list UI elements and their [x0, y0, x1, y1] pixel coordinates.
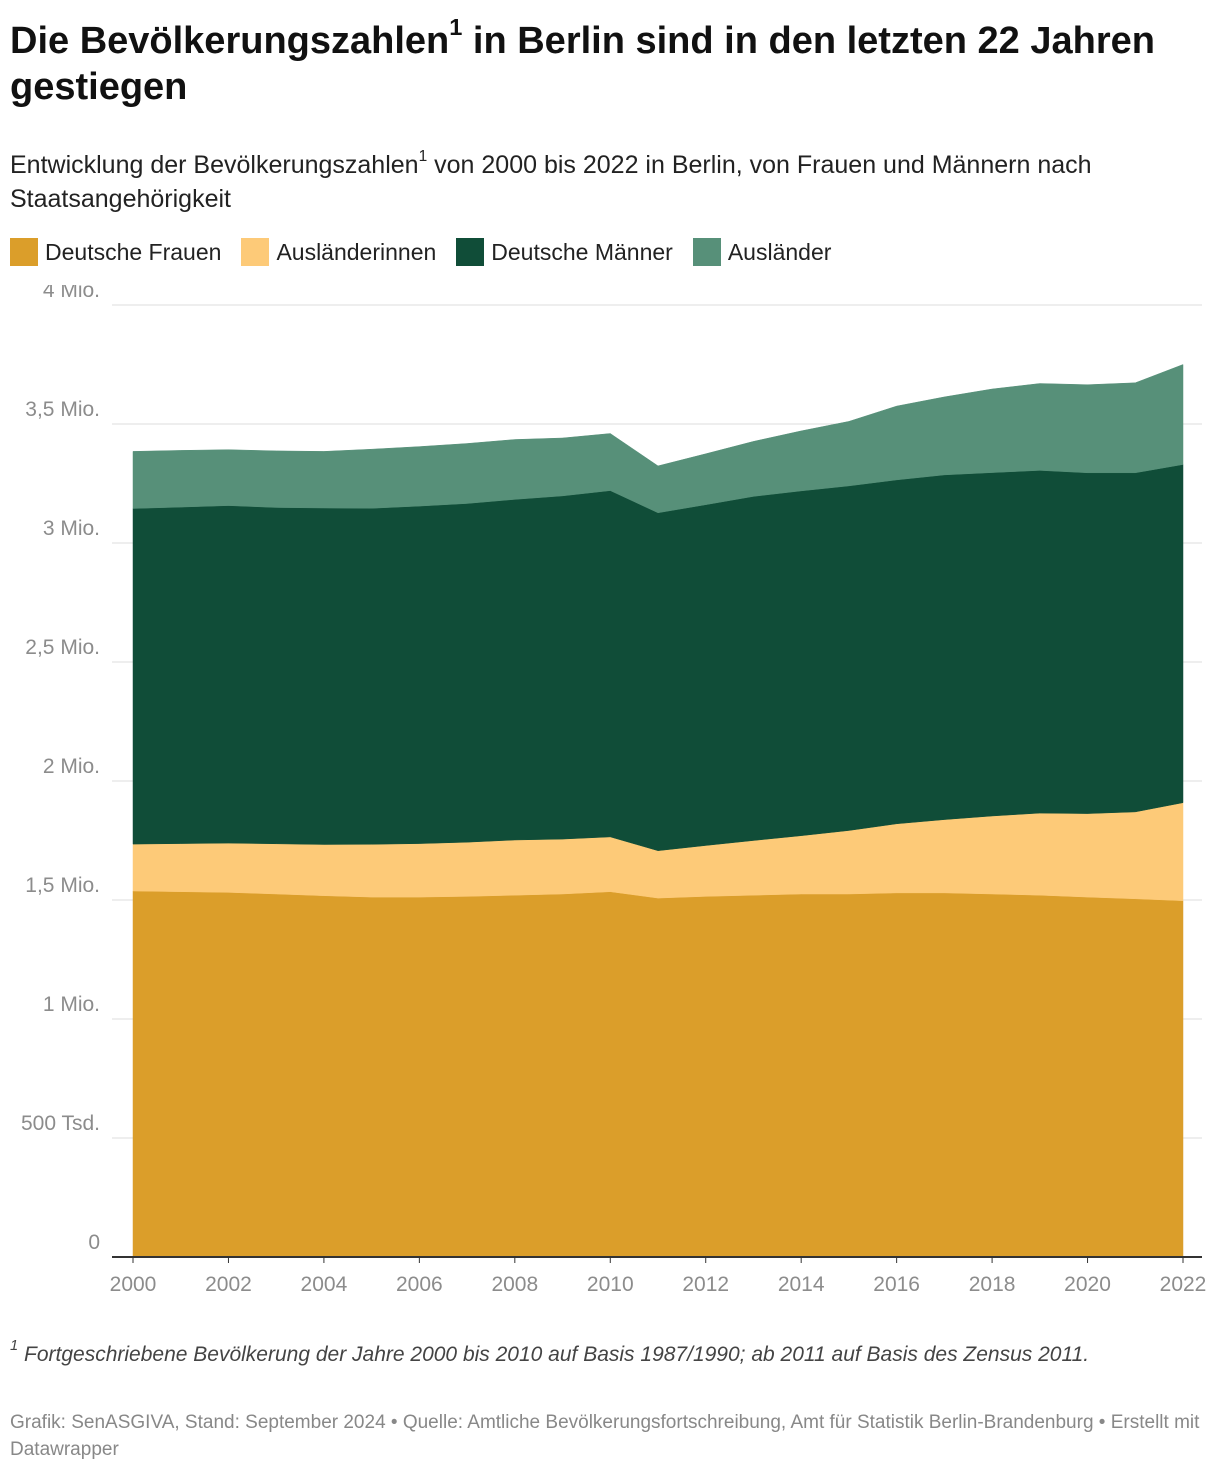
legend-label-deutsche-maenner: Deutsche Männer [491, 238, 673, 265]
x-tick-label: 2020 [1064, 1273, 1111, 1296]
subtitle-text-rest: von 2000 bis 2022 in Berlin, von Frauen … [10, 151, 1092, 213]
y-tick-label: 2,5 Mio. [25, 636, 100, 659]
legend-item-auslaender: Ausländer [692, 238, 832, 266]
x-tick-label: 2002 [205, 1273, 252, 1296]
y-tick-label: 2 Mio. [43, 755, 100, 778]
legend-swatch-auslaenderinnen [241, 238, 270, 266]
chart-title: Die Bevölkerungszahlen1 in Berlin sind i… [10, 16, 1200, 110]
legend-item-deutsche-maenner: Deutsche Männer [456, 238, 673, 266]
legend-swatch-auslaender [692, 238, 721, 266]
title-text: Die Bevölkerungszahlen [10, 20, 450, 62]
area-deutsche-frauen [132, 890, 1184, 1258]
x-tick-label: 2000 [110, 1273, 157, 1296]
y-tick-label: 0 [88, 1231, 100, 1254]
stacked-area-chart: 0 500 Tsd. 1 Mio. 1,5 Mio. 2 Mio. 2,5 Mio. 3 M… [21, 285, 1206, 1296]
axes: 0 500 Tsd. 1 Mio. 1,5 Mio. 2 Mio. 2,5 Mio. 3 M… [21, 285, 1206, 1296]
legend-label-auslaenderinnen: Ausländerinnen [276, 238, 437, 265]
y-tick-label: 3,5 Mio. [25, 398, 100, 421]
footnote-text: Fortgeschriebene Bevölkerung der Jahre 2… [18, 1343, 1090, 1366]
legend-item-auslaenderinnen: Ausländerinnen [241, 238, 436, 266]
chart-subtitle: Entwicklung der Bevölkerungszahlen1 von … [10, 148, 1215, 216]
title-footnote-marker: 1 [449, 14, 463, 41]
legend-item-deutsche-frauen: Deutsche Frauen [10, 238, 221, 266]
legend: Deutsche Frauen Ausländerinnen Deutsche … [10, 238, 831, 266]
y-tick-label: 1,5 Mio. [25, 874, 100, 897]
footnote-marker: 1 [10, 1337, 19, 1354]
x-tick-label: 2022 [1160, 1273, 1207, 1296]
x-tick-label: 2006 [396, 1273, 443, 1296]
area-series [132, 364, 1184, 1258]
y-tick-label: 500 Tsd. [21, 1112, 100, 1135]
credits: Grafik: SenASGIVA, Stand: September 2024… [10, 1412, 1200, 1460]
footnote: 1 Fortgeschriebene Bevölkerung der Jahre… [10, 1337, 1200, 1369]
area-auslaender [132, 364, 1184, 514]
y-tick-label: 3 Mio. [43, 517, 100, 540]
x-tick-label: 2008 [491, 1273, 538, 1296]
legend-label-deutsche-frauen: Deutsche Frauen [45, 238, 222, 265]
legend-swatch-deutsche-frauen [10, 238, 38, 266]
legend-label-auslaender: Ausländer [727, 238, 832, 265]
x-tick-label: 2018 [969, 1273, 1016, 1296]
x-tick-label: 2014 [778, 1273, 825, 1296]
x-tick-label: 2012 [682, 1273, 729, 1296]
title-text-rest: in Berlin sind in den letzten 22 Jahren … [10, 20, 1155, 108]
y-tick-label: 4 Mio. [43, 285, 100, 302]
x-tick-label: 2016 [873, 1273, 920, 1296]
x-tick-label: 2010 [587, 1273, 634, 1296]
subtitle-footnote-marker: 1 [418, 148, 428, 166]
subtitle-text: Entwicklung der Bevölkerungszahlen [10, 151, 419, 179]
x-tick-label: 2004 [301, 1273, 348, 1296]
area-deutsche-maenner [132, 464, 1184, 851]
legend-swatch-deutsche-maenner [456, 238, 485, 266]
y-tick-label: 1 Mio. [43, 993, 100, 1016]
